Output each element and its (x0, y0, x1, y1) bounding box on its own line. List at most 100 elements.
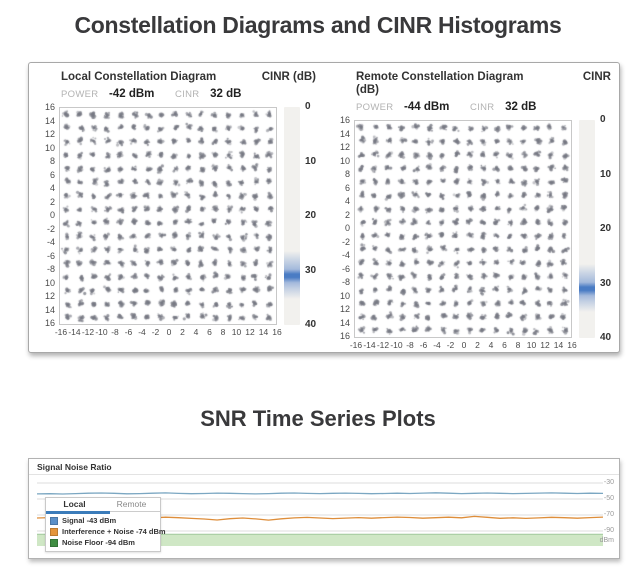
signal-swatch-icon (50, 516, 58, 525)
axis-tick-label: -10 (390, 340, 403, 350)
snr-axis-tick-label: -90 (603, 527, 614, 534)
axis-tick-label: 8 (220, 327, 226, 337)
axis-tick-label: 10 (600, 168, 612, 180)
snr-axis-tick-label: -70 (603, 511, 614, 518)
axis-tick-label: 12 (44, 129, 55, 139)
legend-item-signal[interactable]: Signal -43 dBm (50, 515, 156, 526)
axis-tick-label: -2 (446, 340, 455, 350)
remote-x-axis-labels: -16 -14 -12 -10 -8 -6 -4 -2 0 2 4 6 8 10 12 14 16 (350, 340, 577, 351)
axis-tick-label: 14 (258, 327, 269, 337)
axis-tick-label: 6 (49, 169, 55, 180)
axis-tick-label: 14 (339, 317, 350, 328)
remote-stats-row: POWER -44 dBm CINR 32 dB (330, 101, 617, 115)
local-cinr-histogram-band (284, 250, 300, 299)
axis-tick-label: 16 (339, 115, 350, 125)
axis-tick-label: -14 (68, 327, 81, 337)
axis-tick-label: 10 (339, 155, 350, 166)
axis-tick-label: -8 (46, 264, 55, 274)
axis-tick-label: 10 (339, 290, 350, 301)
snr-chart-area: dBm Local Remote Signal -43 dBm Interfer… (29, 475, 619, 558)
axis-tick-label: -6 (419, 340, 428, 350)
remote-power-label: POWER (356, 102, 394, 113)
local-constellation-panel: Local Constellation Diagram CINR (dB) PO… (29, 63, 324, 352)
snr-legend: Local Remote Signal -43 dBm Interference… (45, 497, 166, 552)
local-stats-row: POWER -42 dBm CINR 32 dB (35, 88, 322, 102)
remote-panel-title: Remote Constellation Diagram (356, 71, 524, 83)
axis-tick-label: 2 (475, 340, 480, 350)
remote-panel-header: Remote Constellation Diagram CINR (330, 71, 617, 84)
remote-cinr-histogram (579, 120, 595, 338)
axis-tick-label: -10 (95, 327, 108, 337)
local-constellation-canvas (59, 107, 277, 325)
axis-tick-label: -2 (341, 236, 350, 247)
page-title: Constellation Diagrams and CINR Histogra… (74, 12, 562, 38)
local-cinr-value: 32 dB (210, 88, 242, 100)
axis-tick-label: 4 (193, 327, 199, 337)
axis-tick-label: 10 (231, 327, 242, 337)
axis-tick-label: 6 (344, 182, 350, 193)
axis-tick-label: 4 (344, 196, 350, 206)
tab-remote[interactable]: Remote (116, 499, 147, 509)
axis-tick-label: 14 (44, 304, 55, 315)
axis-tick-label: 4 (488, 340, 494, 350)
remote-cinr-unit-wrap: (dB) (356, 84, 379, 96)
axis-tick-label: 0 (344, 223, 350, 233)
axis-tick-label: 14 (44, 115, 55, 126)
axis-tick-label: 16 (44, 102, 55, 112)
axis-tick-label: 30 (600, 277, 612, 289)
axis-tick-label: -2 (151, 327, 160, 337)
remote-y-axis-labels: 16 14 12 10 8 6 4 2 0 -2 -4 -6 -8 10 12 14 16 (330, 115, 354, 341)
interference-noise-swatch-icon (50, 527, 58, 536)
legend-item-interference-noise[interactable]: Interference + Noise -74 dBm (50, 526, 166, 537)
remote-constellation-canvas (354, 120, 572, 338)
snr-chart-header: Signal Noise Ratio (29, 459, 619, 475)
noise-floor-swatch-icon (50, 538, 58, 547)
remote-cinr-histogram-band (579, 263, 595, 312)
snr-legend-rows: Signal -43 dBm Interference + Noise -74 … (46, 512, 166, 551)
constellation-section: Local Constellation Diagram CINR (dB) PO… (28, 62, 620, 353)
axis-tick-label: -8 (406, 340, 414, 350)
axis-tick-label: 2 (180, 327, 185, 337)
axis-tick-label: 30 (305, 264, 317, 276)
local-plot-row: 16 14 12 10 8 6 4 2 0 -2 -4 -6 -8 10 12 14 16 0 10 20 30 40 (35, 102, 322, 330)
axis-tick-label: -4 (341, 250, 350, 260)
axis-tick-label: 0 (166, 327, 172, 337)
axis-tick-label: 20 (305, 210, 317, 221)
axis-tick-label: 16 (44, 318, 55, 328)
tab-local[interactable]: Local (63, 499, 86, 509)
axis-tick-label: -6 (124, 327, 133, 337)
axis-tick-label: 6 (502, 340, 507, 350)
remote-plot-row: 16 14 12 10 8 6 4 2 0 -2 -4 -6 -8 10 12 14 16 0 10 20 30 40 (330, 115, 617, 343)
snr-legend-tabs: Local Remote (46, 498, 160, 514)
axis-tick-label: -2 (46, 223, 55, 234)
local-cinr-axis-title: CINR (dB) (261, 71, 316, 83)
snr-section-title: SNR Time Series Plots (200, 406, 436, 431)
remote-histogram-ticks: 0 10 20 30 40 (595, 115, 617, 343)
axis-tick-label: -12 (81, 327, 95, 337)
axis-tick-label: -8 (111, 327, 119, 337)
axis-tick-label: 8 (49, 156, 55, 166)
remote-power-value: -44 dBm (404, 101, 450, 113)
axis-tick-label: 12 (339, 142, 350, 152)
legend-item-noise-floor[interactable]: Noise Floor -94 dBm (50, 537, 156, 548)
axis-tick-label: -16 (349, 340, 363, 350)
axis-tick-label: 0 (461, 340, 467, 350)
local-panel-header: Local Constellation Diagram CINR (dB) (35, 71, 322, 84)
axis-tick-label: -14 (363, 340, 376, 350)
axis-tick-label: -8 (341, 277, 350, 287)
local-histogram-wrap: 0 10 20 30 40 (284, 102, 322, 330)
axis-tick-label: 16 (339, 331, 350, 341)
axis-tick-label: -4 (46, 237, 55, 247)
legend-signal-label: Signal -43 dBm (62, 516, 117, 525)
axis-tick-label: 10 (44, 277, 55, 288)
local-cinr-label: CINR (175, 89, 200, 100)
axis-tick-label: 10 (44, 142, 55, 153)
axis-tick-label: 2 (49, 196, 55, 207)
axis-tick-label: 12 (540, 340, 550, 350)
axis-tick-label: 4 (49, 183, 55, 193)
local-y-axis-labels: 16 14 12 10 8 6 4 2 0 -2 -4 -6 -8 10 12 14 16 (35, 102, 59, 328)
axis-tick-label: 0 (49, 210, 55, 220)
axis-tick-label: 14 (339, 128, 350, 139)
axis-tick-label: 12 (245, 327, 255, 337)
local-histogram-ticks: 0 10 20 30 40 (300, 102, 322, 330)
